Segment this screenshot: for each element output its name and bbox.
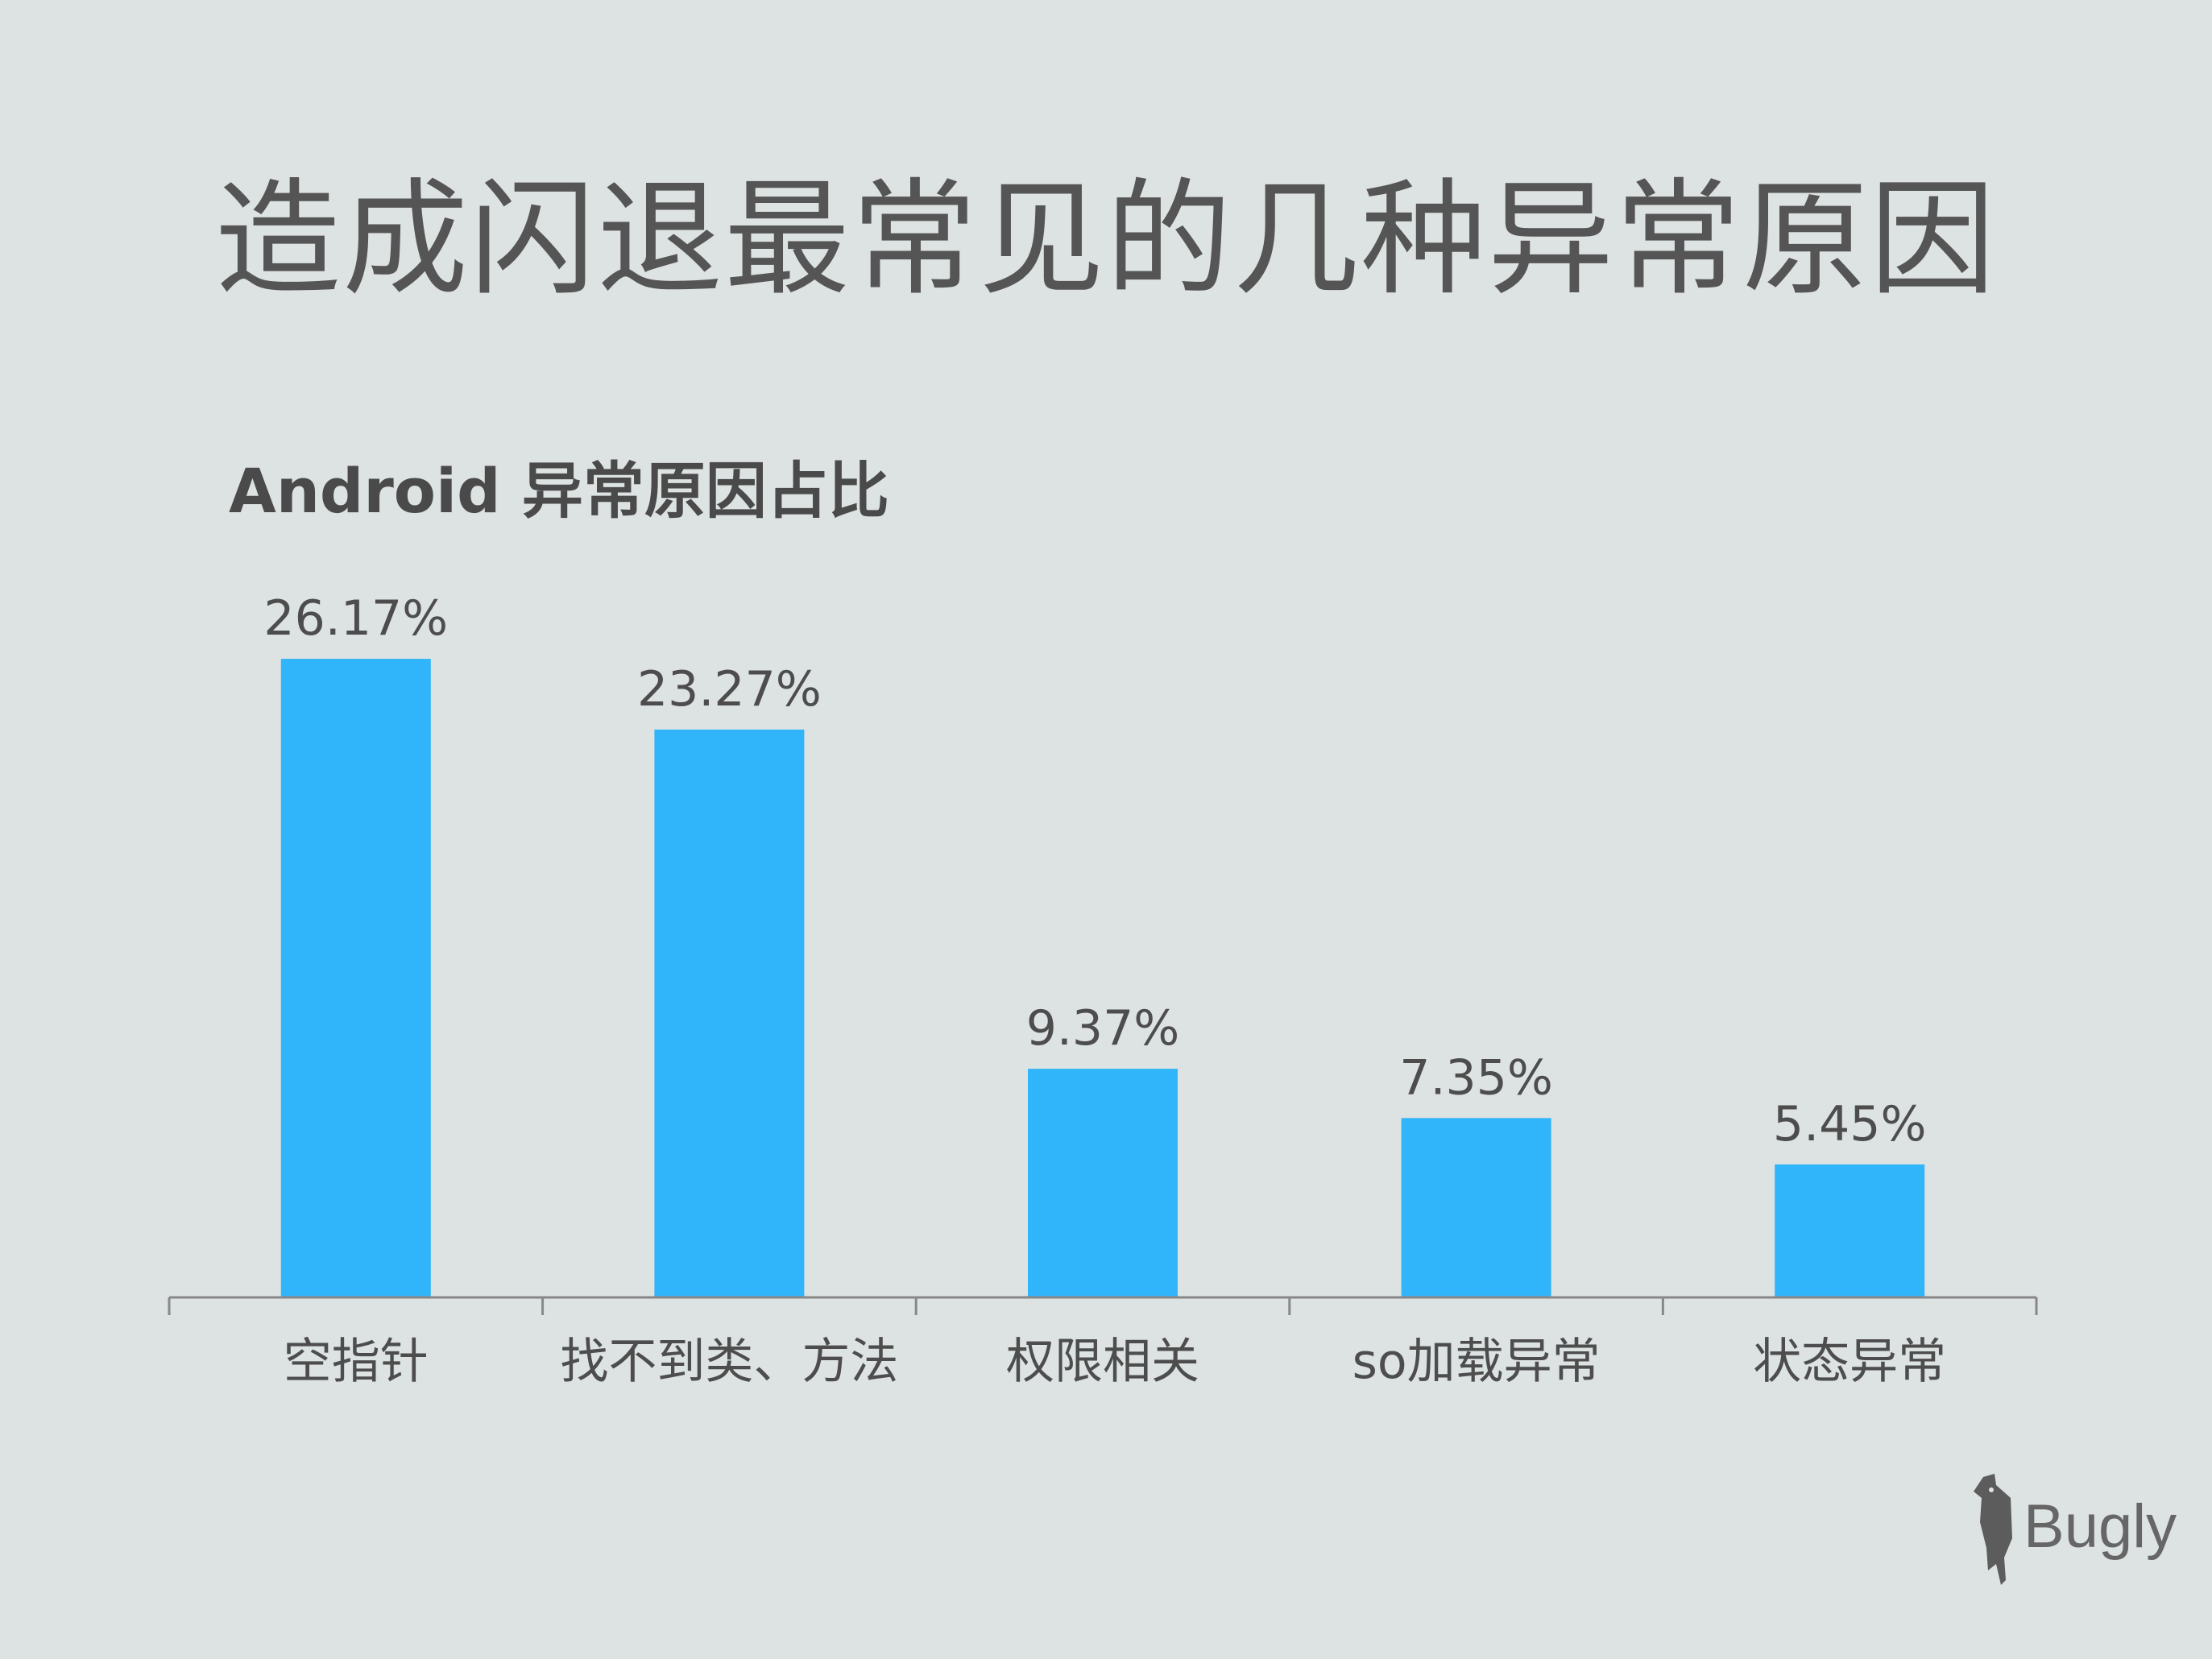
bar — [1775, 1164, 1925, 1297]
bugly-logo: Bugly — [1972, 1474, 2177, 1587]
x-axis-category-label: 状态异常 — [1753, 1334, 1946, 1390]
labels-layer: 26.17% 空指针 23.27% 找不到类、方法 9.37% 权限相关 7.35% so加载… — [263, 590, 1946, 1390]
x-axis-category-label: 找不到类、方法 — [560, 1334, 898, 1390]
bar-value-label: 7.35% — [1399, 1049, 1553, 1106]
brand-name: Bugly — [2024, 1492, 2177, 1561]
bar — [654, 729, 805, 1297]
x-axis-category-label: 空指针 — [284, 1334, 429, 1390]
bar-value-label: 23.27% — [637, 661, 822, 718]
x-axis — [168, 1296, 2038, 1315]
bar — [1401, 1118, 1551, 1297]
chart-title: Android 异常原因占比 — [229, 455, 889, 527]
page-title: 造成闪退最常见的几种异常原因 — [215, 166, 1997, 312]
bar-value-label: 5.45% — [1773, 1096, 1927, 1152]
bar — [280, 659, 431, 1297]
bar-value-label: 9.37% — [1026, 1000, 1180, 1057]
bars-layer — [280, 659, 1925, 1297]
woodpecker-icon — [1974, 1474, 2012, 1585]
bar — [1028, 1069, 1178, 1297]
x-axis-category-label: so加载异常 — [1352, 1334, 1601, 1390]
x-axis-category-label: 权限相关 — [1006, 1334, 1199, 1390]
bar-value-label: 26.17% — [263, 590, 448, 647]
